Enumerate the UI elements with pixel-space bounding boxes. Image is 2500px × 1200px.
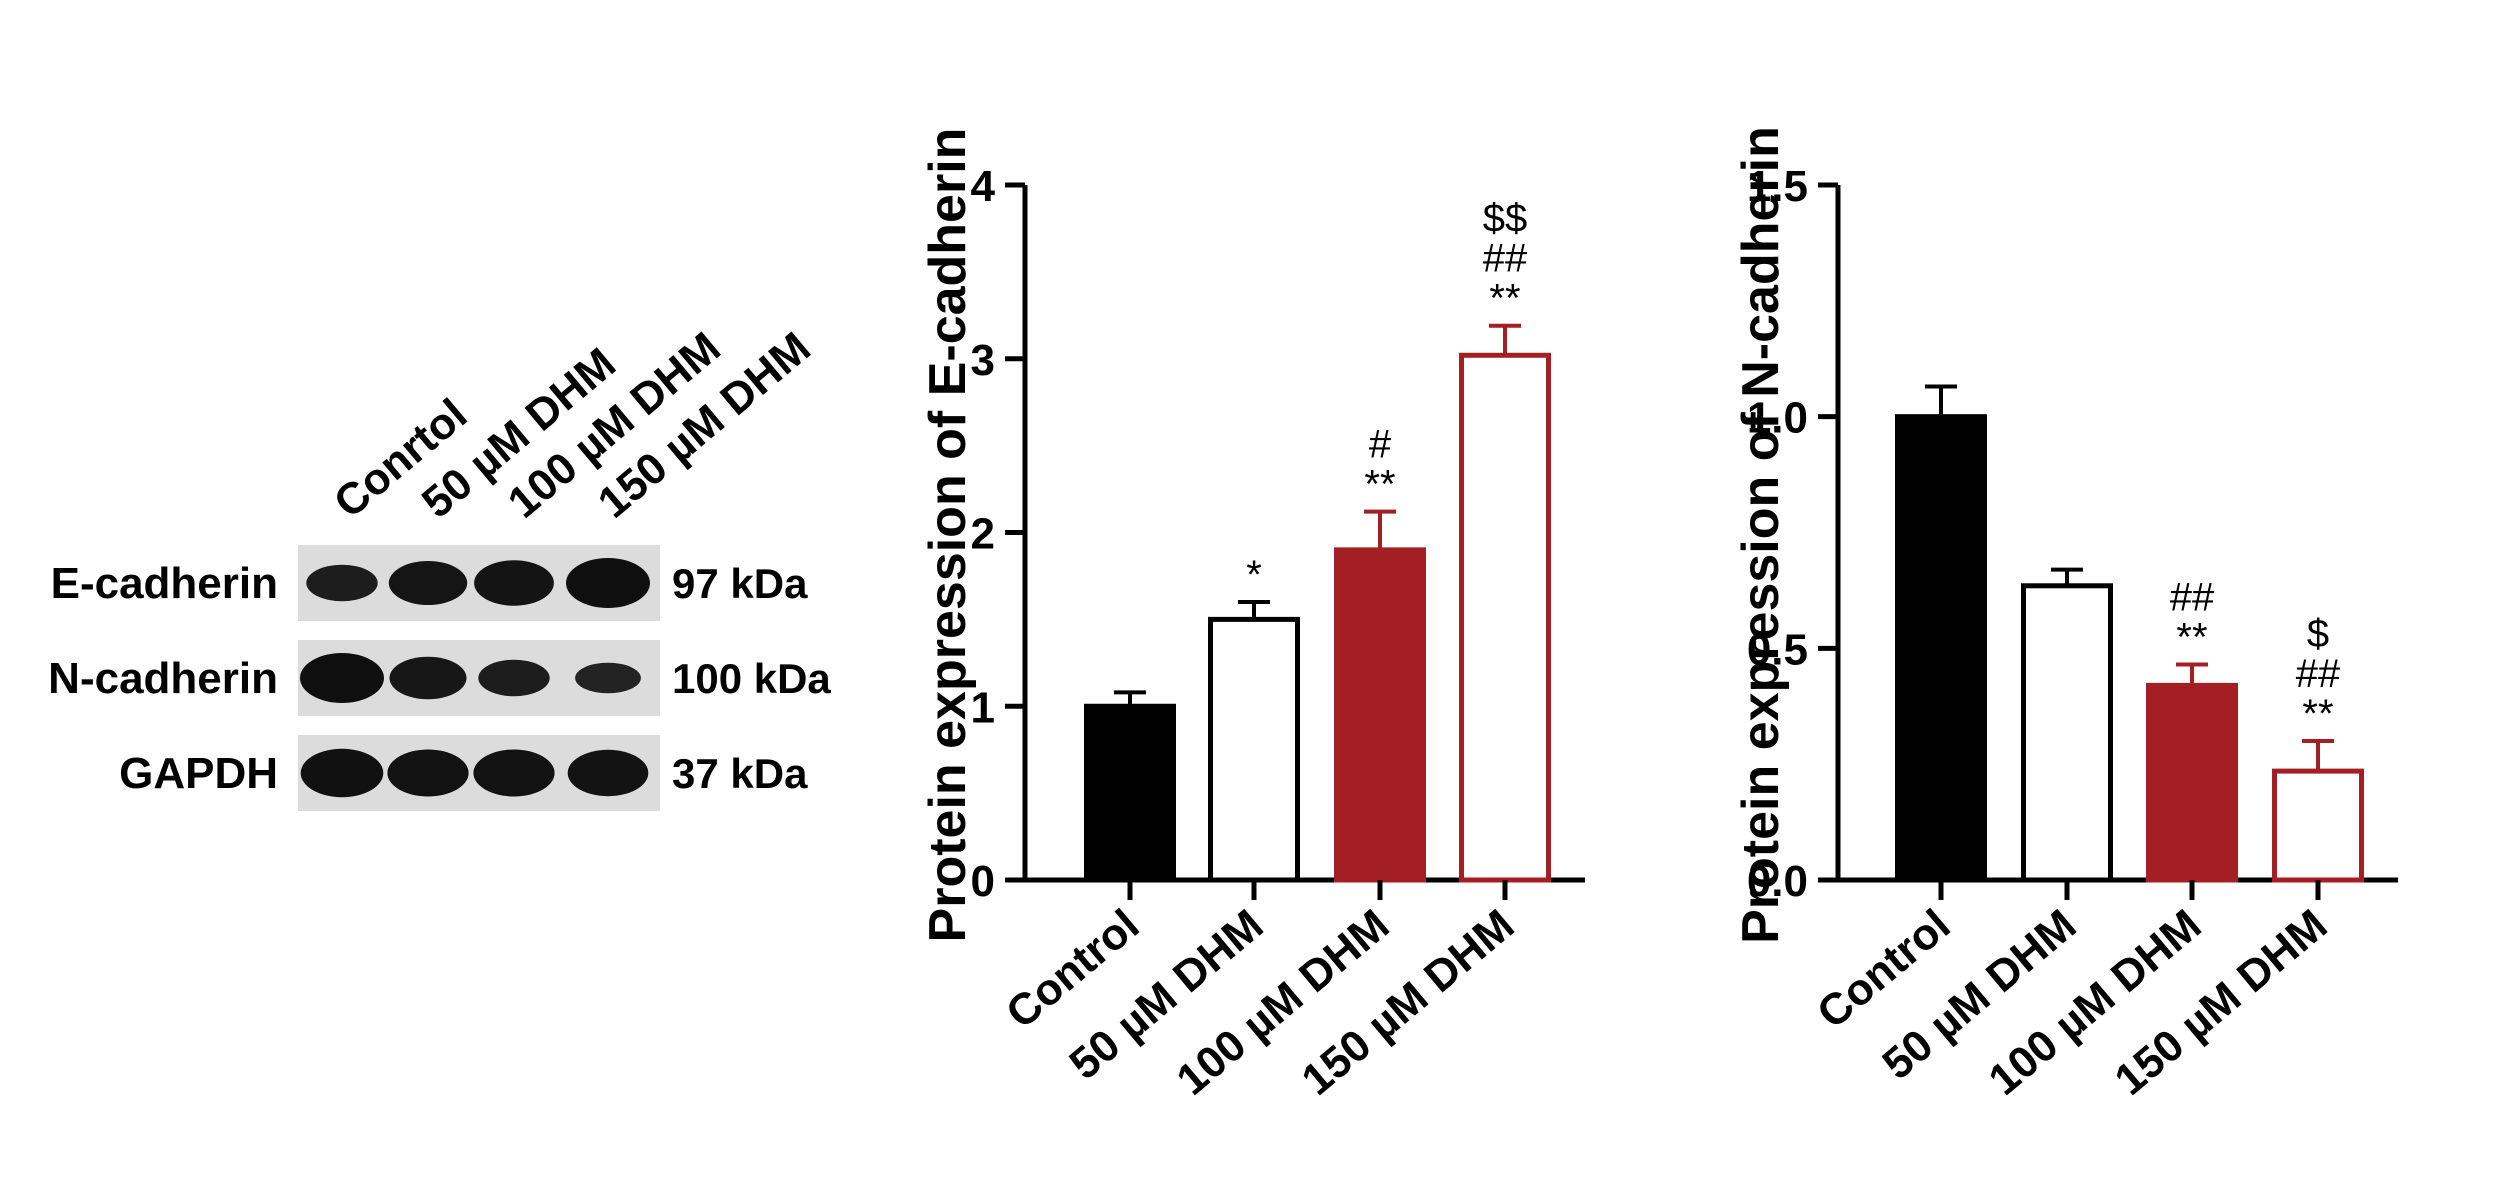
- blot-size-label-e-cadherin: 97 kDa: [672, 560, 808, 607]
- significance-mark-150-m-dhm-1: $$: [1483, 197, 1528, 241]
- significance-mark-150-m-dhm-3: **: [1489, 277, 1520, 321]
- blot-size-label-gapdh: 37 kDa: [672, 750, 808, 797]
- y-tick-label-4: 4: [971, 162, 996, 211]
- bar-150-m-dhm: [1459, 352, 1551, 883]
- significance-mark-150-m-dhm-3: **: [2302, 692, 2333, 736]
- y-tick-label-1-5: 1.5: [1747, 162, 1808, 211]
- blot-band-gapdh-lane-1: [300, 748, 384, 798]
- x-tick-label-100-m-dhm: 100 µM DHM: [1980, 900, 2211, 1105]
- x-tick-label-150-m-dhm: 150 µM DHM: [2106, 900, 2337, 1105]
- blot-band-n-cadherin-lane-2: [389, 656, 467, 700]
- y-axis-title: Protein expression of E-cadherin: [919, 128, 977, 943]
- bar-100-m-dhm: [2146, 682, 2238, 883]
- blot-band-e-cadherin-lane-2: [388, 561, 468, 605]
- y-tick-label-0-0: 0.0: [1747, 857, 1808, 906]
- y-tick-label-1: 1: [971, 683, 995, 732]
- significance-mark-150-m-dhm-1: $: [2307, 612, 2329, 656]
- blot-row-label-n-cadherin: N-cadherin: [48, 654, 278, 703]
- y-tick-label-0-5: 0.5: [1747, 625, 1808, 674]
- y-axis-title: Protein expression of N-cadherin: [1732, 126, 1790, 944]
- bar-150-m-dhm: [2272, 768, 2364, 883]
- significance-mark-50-m-dhm-1: *: [1246, 553, 1262, 597]
- y-tick-label-0: 0: [971, 857, 995, 906]
- bar-50-m-dhm: [1208, 616, 1300, 883]
- bar-control: [1084, 703, 1176, 883]
- blot-band-n-cadherin-lane-4: [575, 662, 641, 694]
- blot-band-n-cadherin-lane-3: [478, 659, 550, 697]
- significance-mark-100-m-dhm-2: **: [2176, 616, 2207, 660]
- significance-mark-100-m-dhm-1: ##: [2170, 576, 2215, 620]
- significance-mark-150-m-dhm-2: ##: [1483, 237, 1528, 281]
- bar-control: [1895, 414, 1987, 883]
- blot-row-label-e-cadherin: E-cadherin: [51, 559, 278, 608]
- blot-size-label-n-cadherin: 100 kDa: [672, 655, 831, 702]
- significance-mark-100-m-dhm-2: **: [1364, 463, 1395, 507]
- blot-band-gapdh-lane-2: [387, 749, 469, 797]
- significance-mark-100-m-dhm-1: #: [1369, 423, 1392, 467]
- blot-band-n-cadherin-lane-1: [300, 653, 384, 703]
- blot-band-e-cadherin-lane-4: [566, 558, 650, 608]
- y-tick-label-1-0: 1.0: [1747, 394, 1808, 443]
- x-tick-label-150-m-dhm: 150 µM DHM: [1293, 900, 1524, 1105]
- y-tick-label-2: 2: [971, 510, 995, 559]
- blot-row-label-gapdh: GAPDH: [119, 749, 278, 798]
- blot-band-e-cadherin-lane-1: [306, 564, 378, 602]
- bar-50-m-dhm: [2021, 583, 2113, 883]
- significance-mark-150-m-dhm-2: ##: [2296, 652, 2341, 696]
- bar-100-m-dhm: [1334, 547, 1426, 883]
- blot-band-gapdh-lane-4: [567, 749, 649, 797]
- blot-band-gapdh-lane-3: [473, 749, 555, 797]
- x-tick-label-100-m-dhm: 100 µM DHM: [1168, 900, 1399, 1105]
- blot-band-e-cadherin-lane-3: [474, 560, 554, 606]
- y-tick-label-3: 3: [971, 336, 995, 385]
